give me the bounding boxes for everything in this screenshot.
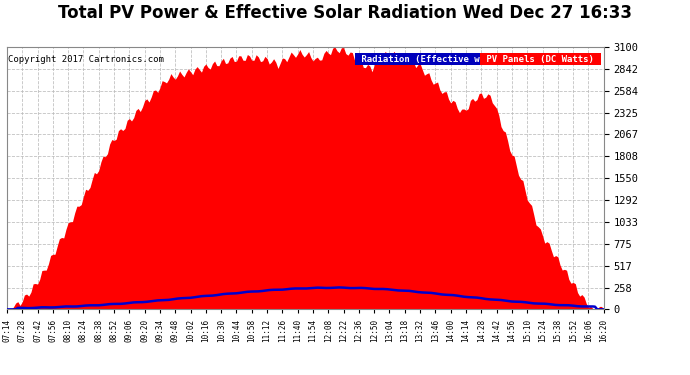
Text: PV Panels (DC Watts): PV Panels (DC Watts) [482,55,600,64]
Text: Radiation (Effective w/m2): Radiation (Effective w/m2) [356,55,506,64]
Text: Total PV Power & Effective Solar Radiation Wed Dec 27 16:33: Total PV Power & Effective Solar Radiati… [58,4,632,22]
Text: Copyright 2017 Cartronics.com: Copyright 2017 Cartronics.com [8,55,164,64]
